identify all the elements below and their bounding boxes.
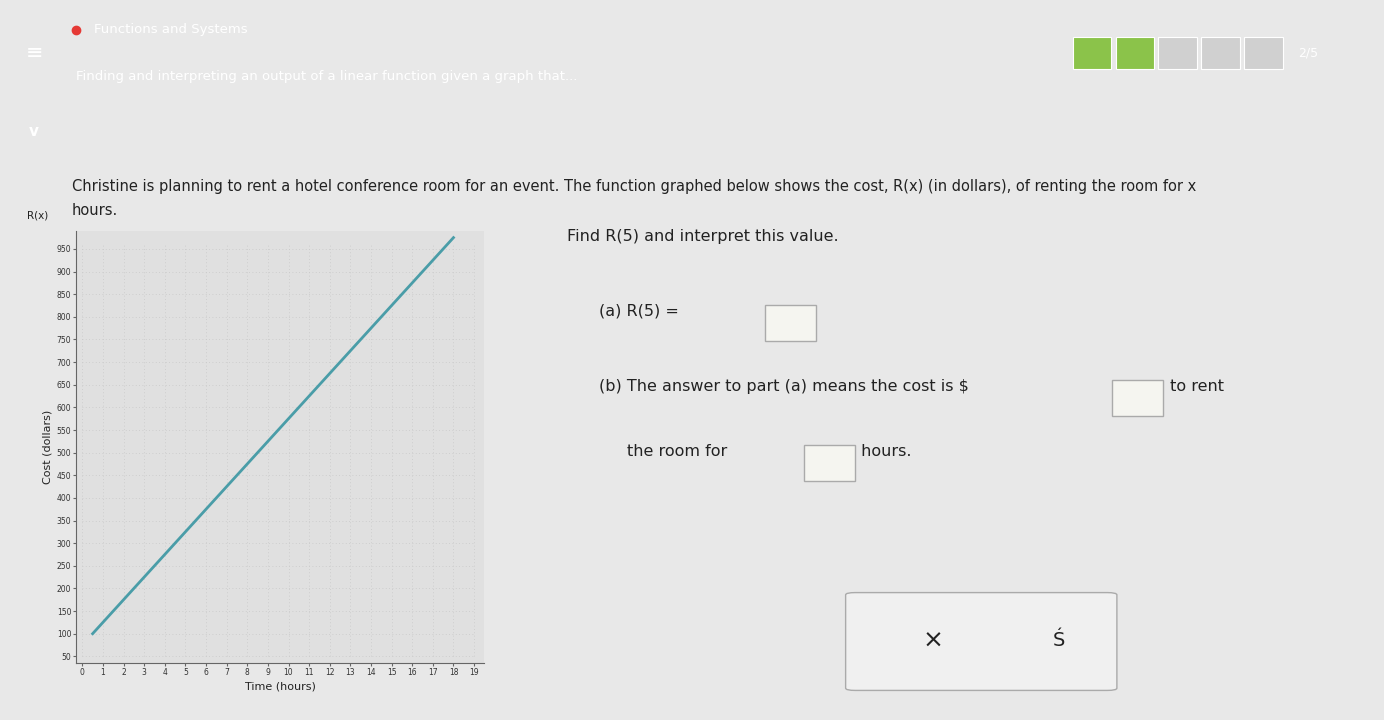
Text: v: v bbox=[29, 124, 39, 139]
FancyBboxPatch shape bbox=[1244, 37, 1283, 69]
FancyBboxPatch shape bbox=[846, 593, 1117, 690]
FancyBboxPatch shape bbox=[1116, 37, 1154, 69]
Text: hours.: hours. bbox=[72, 203, 118, 218]
Text: Ś: Ś bbox=[1053, 631, 1064, 650]
Text: Functions and Systems: Functions and Systems bbox=[94, 23, 248, 36]
X-axis label: Time (hours): Time (hours) bbox=[245, 681, 316, 691]
FancyBboxPatch shape bbox=[1111, 380, 1163, 416]
Text: Christine is planning to rent a hotel conference room for an event. The function: Christine is planning to rent a hotel co… bbox=[72, 179, 1196, 194]
Y-axis label: Cost (dollars): Cost (dollars) bbox=[43, 410, 53, 484]
FancyBboxPatch shape bbox=[1073, 37, 1111, 69]
Text: 2/5: 2/5 bbox=[1298, 47, 1319, 60]
FancyBboxPatch shape bbox=[1201, 37, 1240, 69]
Text: hours.: hours. bbox=[857, 444, 912, 459]
Text: ≡: ≡ bbox=[26, 43, 43, 63]
Text: (b) The answer to part (a) means the cost is $: (b) The answer to part (a) means the cos… bbox=[599, 379, 969, 394]
Text: the room for: the room for bbox=[627, 444, 732, 459]
Text: R(x): R(x) bbox=[28, 210, 48, 220]
Text: ×: × bbox=[922, 629, 944, 652]
Text: to rent: to rent bbox=[1164, 379, 1223, 394]
Text: (a) R(5) =: (a) R(5) = bbox=[599, 304, 684, 319]
Text: Finding and interpreting an output of a linear function given a graph that...: Finding and interpreting an output of a … bbox=[76, 71, 577, 84]
Text: Find R(5) and interpret this value.: Find R(5) and interpret this value. bbox=[567, 228, 839, 243]
FancyBboxPatch shape bbox=[804, 445, 855, 481]
FancyBboxPatch shape bbox=[764, 305, 817, 341]
FancyBboxPatch shape bbox=[1158, 37, 1197, 69]
